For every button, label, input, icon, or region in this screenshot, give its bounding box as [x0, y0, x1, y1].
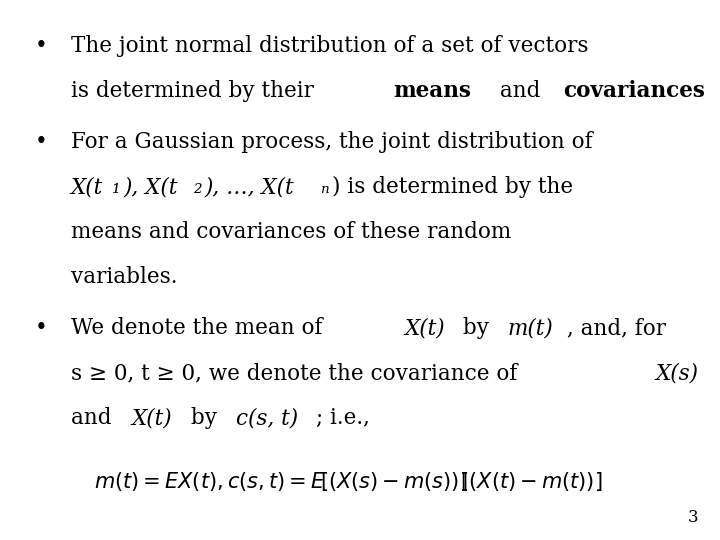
Text: X(t: X(t — [71, 176, 103, 198]
Text: ), …, X(t: ), …, X(t — [204, 176, 294, 198]
Text: ₙ: ₙ — [320, 176, 329, 198]
Text: means and covariances of these random: means and covariances of these random — [71, 221, 510, 243]
Text: ₁: ₁ — [112, 176, 121, 198]
Text: X(t): X(t) — [132, 407, 172, 429]
Text: by: by — [456, 318, 496, 340]
Text: variables.: variables. — [71, 266, 177, 288]
Text: 3: 3 — [688, 510, 698, 526]
Text: m(t): m(t) — [508, 318, 554, 340]
Text: ₂: ₂ — [194, 176, 202, 198]
Text: and: and — [71, 407, 118, 429]
Text: covariances: covariances — [563, 80, 705, 102]
Text: c(s, t): c(s, t) — [235, 407, 297, 429]
Text: s ≥ 0, t ≥ 0, we denote the covariance of: s ≥ 0, t ≥ 0, we denote the covariance o… — [71, 362, 524, 384]
Text: X(t): X(t) — [404, 318, 444, 340]
Text: by: by — [184, 407, 224, 429]
Text: We denote the mean of: We denote the mean of — [71, 318, 329, 340]
Text: •: • — [35, 131, 48, 153]
Text: The joint normal distribution of a set of vectors: The joint normal distribution of a set o… — [71, 35, 588, 57]
Text: and: and — [493, 80, 547, 102]
Text: ), X(t: ), X(t — [123, 176, 178, 198]
Text: •: • — [35, 35, 48, 57]
Text: is determined by their: is determined by their — [71, 80, 320, 102]
Text: For a Gaussian process, the joint distribution of: For a Gaussian process, the joint distri… — [71, 131, 592, 153]
Text: X(s): X(s) — [655, 362, 698, 384]
Text: means: means — [393, 80, 471, 102]
Text: •: • — [35, 318, 48, 340]
Text: $m(t) = EX(t), c(s,t) = E\!\left[(X(s)-m(s))\right]\!\!\left[(X(t)-m(t))\right]$: $m(t) = EX(t), c(s,t) = E\!\left[(X(s)-m… — [94, 470, 602, 493]
Text: ) is determined by the: ) is determined by the — [331, 176, 572, 198]
Text: ; i.e.,: ; i.e., — [316, 407, 369, 429]
Text: , and, for: , and, for — [567, 318, 666, 340]
